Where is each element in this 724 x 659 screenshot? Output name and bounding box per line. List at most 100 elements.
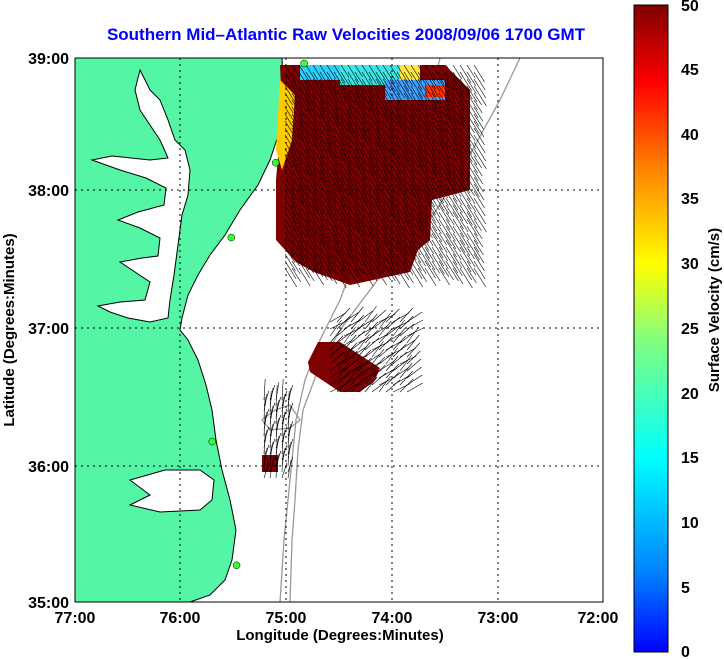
velocity-vector	[466, 232, 480, 253]
velocity-vector	[382, 92, 393, 108]
velocity-vector	[312, 246, 323, 262]
velocity-vector	[459, 183, 471, 202]
velocity-vector	[326, 239, 335, 253]
velocity-vector	[382, 190, 396, 211]
velocity-vector	[319, 64, 333, 85]
velocity-vector	[333, 176, 345, 194]
velocity-vector	[382, 183, 395, 203]
velocity-vector	[403, 148, 415, 166]
velocity-vector	[445, 127, 459, 148]
velocity-vector	[375, 204, 387, 223]
velocity-vector	[312, 169, 321, 183]
velocity-vector	[361, 253, 373, 271]
velocity-vector	[340, 141, 351, 158]
velocity-vector	[396, 232, 407, 249]
velocity-vector	[354, 169, 367, 189]
velocity-vector	[287, 426, 290, 449]
velocity-vector	[396, 211, 405, 225]
velocity-vector	[445, 260, 459, 282]
velocity-vector	[291, 190, 300, 204]
velocity-vector	[263, 378, 266, 401]
velocity-vector	[319, 92, 330, 108]
velocity-vector	[459, 190, 472, 210]
velocity-vector	[389, 155, 402, 175]
velocity-vector	[445, 225, 456, 242]
velocity-vector	[275, 438, 278, 461]
velocity-vector	[312, 162, 326, 184]
velocity-vector	[378, 360, 395, 372]
hf-radar-stations	[208, 59, 308, 570]
velocity-vector	[312, 78, 324, 97]
velocity-vector	[417, 204, 428, 220]
velocity-vector	[326, 78, 338, 96]
velocity-vector	[371, 356, 386, 372]
velocity-vector	[396, 162, 407, 178]
velocity-vector	[445, 239, 457, 258]
velocity-vector	[452, 239, 461, 253]
y-axis-label: Latitude (Degrees:Minutes)	[1, 233, 18, 426]
velocity-vector	[445, 92, 456, 108]
velocity-vector	[438, 176, 448, 191]
velocity-vector	[312, 253, 323, 270]
velocity-vector	[319, 239, 331, 258]
velocity-vector	[354, 141, 365, 157]
velocity-vector	[364, 313, 378, 330]
velocity-vector	[403, 155, 415, 174]
velocity-vector	[445, 267, 454, 281]
velocity-vector	[410, 183, 422, 201]
velocity-vector	[329, 367, 346, 379]
velocity-vector	[298, 190, 310, 208]
velocity-vector	[347, 218, 356, 232]
map-plot-area	[75, 58, 603, 602]
velocity-vector	[466, 162, 479, 182]
x-tick-label: 75:00	[266, 610, 307, 627]
velocity-vector	[354, 85, 365, 102]
velocity-vector	[431, 162, 443, 180]
velocity-vector	[354, 232, 367, 252]
velocity-vector	[396, 64, 409, 84]
velocity-vector	[333, 218, 343, 233]
velocity-vector	[333, 246, 345, 265]
velocity-vector	[319, 197, 333, 219]
velocity-vector	[319, 99, 330, 116]
velocity-vector	[406, 319, 423, 330]
velocity-vector	[417, 239, 431, 260]
velocity-vector	[281, 432, 284, 455]
velocity-vector	[410, 106, 421, 122]
velocity-vector	[385, 332, 402, 344]
velocity-vector	[326, 183, 336, 198]
velocity-vector	[368, 64, 382, 86]
velocity-vector	[410, 99, 420, 114]
velocity-vector	[396, 169, 407, 186]
velocity-vector	[378, 320, 392, 337]
velocity-vector	[445, 113, 457, 132]
velocity-vector	[410, 85, 424, 107]
velocity-vector	[431, 169, 443, 188]
velocity-vector	[347, 183, 359, 201]
velocity-vector	[326, 204, 338, 222]
velocity-vector	[403, 197, 414, 213]
velocity-vector	[452, 92, 465, 112]
velocity-vector	[333, 225, 344, 241]
velocity-vector	[368, 120, 382, 141]
colorbar-tick-label: 15	[681, 450, 699, 467]
velocity-vector	[431, 176, 444, 196]
velocity-vector	[333, 127, 346, 147]
velocity-vector	[410, 78, 424, 99]
velocity-vector	[466, 78, 477, 95]
velocity-vector	[424, 113, 435, 129]
velocity-vector	[452, 267, 464, 285]
velocity-vector	[284, 141, 298, 162]
velocity-vector	[417, 225, 429, 244]
velocity-vector	[396, 85, 405, 99]
velocity-vector	[284, 99, 294, 114]
velocity-vector	[333, 85, 342, 99]
velocity-vector	[431, 92, 442, 109]
velocity-vector	[406, 350, 421, 365]
velocity-vector	[305, 148, 316, 164]
velocity-vector	[473, 246, 485, 264]
velocity-vector	[403, 204, 414, 221]
velocity-vector	[284, 113, 295, 130]
velocity-vector	[438, 253, 449, 270]
velocity-vector	[284, 225, 294, 240]
